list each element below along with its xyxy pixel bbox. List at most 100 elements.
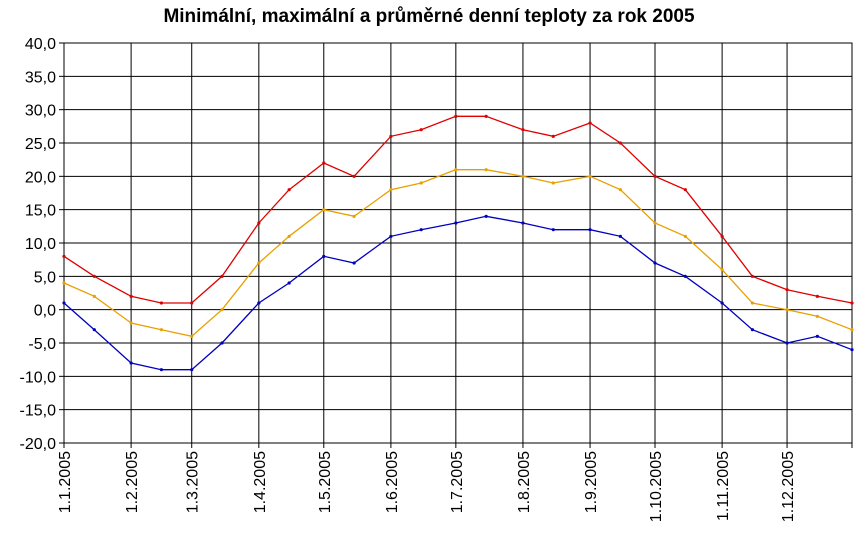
data-point-max [419,128,423,132]
data-point-max [389,134,393,138]
data-point-min [287,281,291,285]
data-point-max [850,301,854,305]
data-point-min [419,228,423,232]
data-point-min [683,274,687,278]
data-point-avg [683,234,687,238]
data-point-min [551,228,555,232]
x-tick-label: 1.12.2005 [780,451,797,522]
data-point-max [551,134,555,138]
x-tick-label: 1.11.2005 [715,451,732,521]
data-point-max [220,274,224,278]
data-point-min [220,341,224,345]
data-point-min [484,214,488,218]
y-tick-label: -10,0 [20,369,57,386]
data-point-avg [257,261,261,265]
data-point-avg [750,301,755,305]
data-point-avg [521,174,525,178]
y-tick-label: 0,0 [34,303,56,320]
data-point-avg [190,334,194,338]
data-point-max [683,188,687,192]
data-point-max [815,294,819,298]
data-point-max [588,121,592,125]
data-point-min [454,221,458,225]
data-point-min [750,328,755,332]
data-point-min [62,301,66,305]
data-point-min [588,228,592,232]
data-point-max [352,174,356,178]
data-point-avg [220,308,224,312]
data-point-avg [850,328,854,332]
data-point-max [785,288,789,292]
x-tick-label: 1.10.2005 [648,451,665,522]
series-layer [62,114,854,372]
axis-layer: -20,0 -15,0 -10,0 -5,0 0,0 5,0 10,0 15,0 20,0 25,… [20,36,853,522]
data-point-max [92,274,96,278]
data-point-avg [653,221,657,225]
data-point-max [287,188,291,192]
data-point-max [257,221,261,225]
y-tick-label: 20,0 [25,169,56,186]
data-point-min [159,368,164,372]
data-point-min [129,361,133,365]
x-tick-label: 1.9.2005 [583,451,600,513]
y-tick-label: 40,0 [25,36,56,53]
x-tick-label: 1.4.2005 [252,451,269,513]
data-point-avg [551,181,555,185]
data-point-max [750,274,755,278]
data-point-max [618,141,622,145]
y-tick-label: 30,0 [25,103,56,120]
x-tick-label: 1.5.2005 [317,451,334,513]
x-tick-label: 1.6.2005 [384,451,401,513]
data-point-max [322,161,326,165]
data-point-min [785,341,789,345]
data-point-avg [322,208,326,212]
data-point-min [521,221,525,225]
data-point-min [850,348,854,352]
data-point-avg [352,214,356,218]
x-tick-label: 1.3.2005 [185,451,202,513]
data-point-max [521,128,525,132]
data-point-max [129,294,133,298]
x-tick-label: 1.7.2005 [449,451,466,513]
data-point-avg [785,308,789,312]
data-point-avg [389,188,393,192]
y-tick-label: -20,0 [20,436,57,453]
data-point-max [720,234,724,238]
data-point-avg [454,168,458,172]
data-point-max [62,254,66,258]
y-tick-label: 25,0 [25,136,56,153]
y-tick-label: 5,0 [34,269,56,286]
data-point-avg [815,314,819,318]
data-point-avg [92,294,96,298]
data-point-avg [62,281,66,285]
data-point-min [618,234,622,238]
data-point-min [190,368,194,372]
data-point-avg [129,321,133,325]
data-point-avg [720,268,724,272]
data-point-max [653,174,657,178]
data-point-min [322,254,326,258]
data-point-avg [287,234,291,238]
y-tick-label: 35,0 [25,69,56,86]
y-tick-label: -15,0 [20,403,57,420]
y-tick-label: 10,0 [25,236,56,253]
data-point-avg [159,328,164,332]
data-point-min [257,301,261,305]
data-point-avg [419,181,423,185]
data-point-min [92,328,96,332]
data-point-max [159,301,164,305]
data-point-avg [618,188,622,192]
data-point-avg [588,174,592,178]
data-point-max [454,114,458,118]
data-point-avg [484,168,488,172]
data-point-min [653,261,657,265]
data-point-max [190,301,194,305]
data-point-min [720,301,724,305]
chart-title: Minimální, maximální a průměrné denní te… [163,6,695,27]
y-tick-label: -5,0 [28,336,56,353]
x-tick-label: 1.1.2005 [57,451,74,513]
x-tick-label: 1.2.2005 [124,451,141,513]
data-point-min [815,334,819,338]
data-point-min [352,261,356,265]
